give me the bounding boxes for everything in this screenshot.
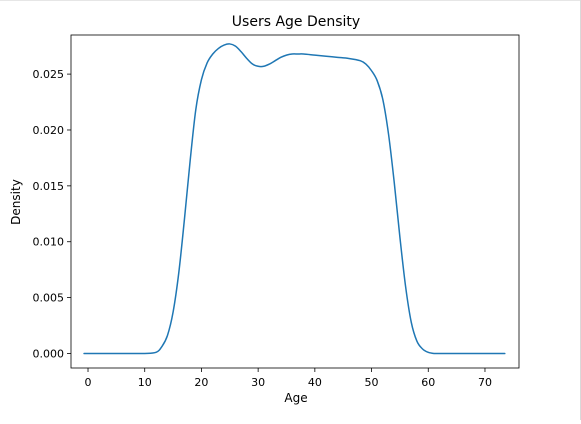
x-tick-label: 70 [478, 376, 492, 389]
x-tick-label: 0 [85, 376, 92, 389]
y-tick-label: 0.025 [33, 68, 65, 81]
x-tick-label: 10 [138, 376, 152, 389]
y-tick-label: 0.010 [33, 236, 65, 249]
y-tick-label: 0.005 [33, 292, 65, 305]
x-axis-ticks: 0 10 20 30 40 50 60 70 [85, 368, 492, 389]
y-axis-label: Density [9, 179, 23, 225]
x-tick-label: 60 [421, 376, 435, 389]
x-tick-label: 20 [194, 376, 208, 389]
x-tick-label: 30 [251, 376, 265, 389]
y-tick-label: 0.000 [33, 347, 65, 360]
density-series-line [83, 43, 506, 355]
y-axis-ticks: 0.000 0.005 0.010 0.015 0.020 0.025 [33, 68, 71, 360]
y-tick-label: 0.015 [33, 180, 65, 193]
x-axis-label: Age [284, 391, 307, 405]
chart-title: Users Age Density [232, 14, 360, 30]
x-tick-label: 40 [308, 376, 322, 389]
plot-frame [70, 34, 520, 369]
top-border [0, 0, 581, 1]
x-tick-label: 50 [365, 376, 379, 389]
y-tick-label: 0.020 [33, 124, 65, 137]
